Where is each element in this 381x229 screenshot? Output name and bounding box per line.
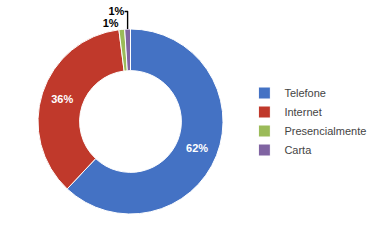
svg-text:1%: 1%	[103, 17, 119, 29]
svg-text:1%: 1%	[108, 5, 124, 17]
svg-text:Carta: Carta	[284, 144, 312, 156]
svg-text:62%: 62%	[186, 142, 208, 154]
svg-text:Presencialmente: Presencialmente	[284, 125, 366, 137]
svg-text:36%: 36%	[51, 93, 73, 105]
svg-text:Telefone: Telefone	[284, 87, 326, 99]
svg-text:Internet: Internet	[284, 106, 321, 118]
